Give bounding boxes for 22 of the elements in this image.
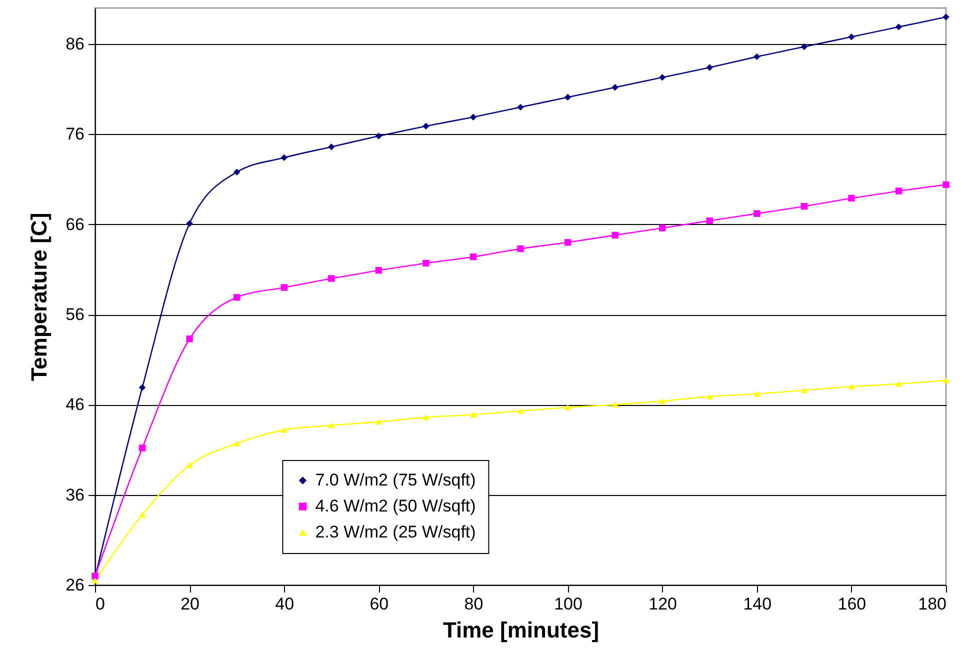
y-tick-label: 36 <box>66 485 84 504</box>
x-tick-label: 20 <box>180 594 200 614</box>
x-axis-title: Time [minutes] <box>442 618 600 642</box>
x-tick-label: 60 <box>370 594 389 614</box>
legend-label: 2.3 W/m2 (25 W/sqft) <box>315 522 476 542</box>
legend-label: 7.0 W/m2 (75 W/sqft) <box>315 470 476 490</box>
y-tick-label: 86 <box>66 34 84 54</box>
x-tick-label: 140 <box>743 594 772 614</box>
legend-label: 4.6 W/m2 (50 W/sqft) <box>315 496 476 516</box>
x-tick-label: 80 <box>464 594 484 614</box>
y-axis-title: Temperature [C] <box>26 212 52 382</box>
x-tick-label: 100 <box>554 594 582 614</box>
y-tick-label: 46 <box>66 395 84 414</box>
y-tick-label: 66 <box>66 214 84 234</box>
x-tick-label: 120 <box>648 594 678 614</box>
x-tick-label: 40 <box>275 594 294 614</box>
y-tick-label: 26 <box>66 576 84 594</box>
x-tick-label: 180 <box>918 594 946 614</box>
x-tick-label: 0 <box>96 594 105 614</box>
y-tick-label: 76 <box>66 124 84 144</box>
x-tick-label: 160 <box>838 594 866 614</box>
y-tick-label: 56 <box>66 305 84 324</box>
